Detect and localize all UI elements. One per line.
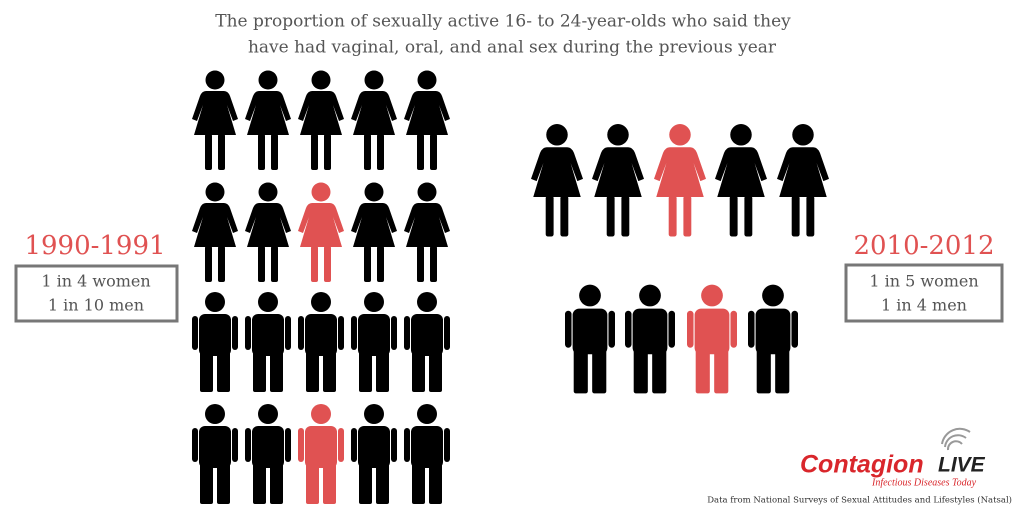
- man-icon: [351, 292, 397, 392]
- title: The proportion of sexually active 16- to…: [215, 12, 791, 32]
- woman-icon: [298, 182, 344, 282]
- man-icon: [687, 284, 737, 394]
- woman-icon: [351, 70, 397, 170]
- man-icon: [404, 292, 450, 392]
- woman-icon: [192, 182, 238, 282]
- man-icon: [192, 292, 238, 392]
- stat-text: 1 in 10 men: [48, 296, 144, 315]
- man-icon: [192, 404, 238, 504]
- pictogram-icons: [192, 70, 829, 504]
- man-icon: [565, 284, 615, 394]
- period-label: 1990-1991: [24, 231, 165, 261]
- woman-icon: [245, 70, 291, 170]
- title: have had vaginal, oral, and anal sex dur…: [248, 38, 777, 58]
- woman-icon: [351, 182, 397, 282]
- woman-icon: [592, 124, 644, 237]
- man-icon: [245, 292, 291, 392]
- logo-suffix: LIVE: [938, 454, 986, 477]
- stat-text: 1 in 4 women: [41, 272, 150, 291]
- man-icon: [625, 284, 675, 394]
- woman-icon: [531, 124, 583, 237]
- logo-name: Contagion: [800, 451, 924, 479]
- stat-box: [844, 263, 1004, 323]
- man-icon: [245, 404, 291, 504]
- woman-icon: [192, 70, 238, 170]
- woman-icon: [654, 124, 706, 237]
- logo-waves: [941, 427, 971, 451]
- stat-text: 1 in 4 men: [881, 296, 967, 315]
- stat-box: [14, 264, 179, 323]
- source-note: Data from National Surveys of Sexual Att…: [707, 495, 1012, 506]
- woman-icon: [245, 182, 291, 282]
- logo-tagline: Infectious Diseases Today: [871, 477, 977, 488]
- logo: Contagion LIVE Infectious Diseases Today: [800, 427, 986, 488]
- man-icon: [298, 404, 344, 504]
- woman-icon: [715, 124, 767, 237]
- woman-icon: [404, 182, 450, 282]
- man-icon: [404, 404, 450, 504]
- woman-icon: [298, 70, 344, 170]
- period-label: 2010-2012: [853, 231, 994, 261]
- man-icon: [748, 284, 798, 394]
- stat-text: 1 in 5 women: [869, 272, 978, 291]
- woman-icon: [404, 70, 450, 170]
- man-icon: [298, 292, 344, 392]
- man-icon: [351, 404, 397, 504]
- woman-icon: [777, 124, 829, 237]
